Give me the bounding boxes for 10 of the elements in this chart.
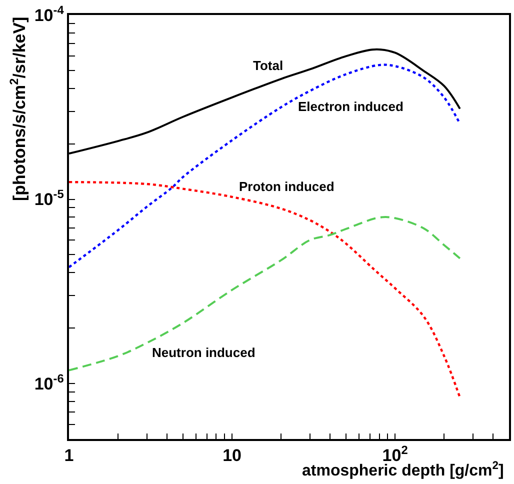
y-tick-label: 10$^{-6}$ <box>34 371 64 394</box>
x-tick-label: 10 <box>222 446 242 466</box>
x-tick-label: 1 <box>64 446 74 466</box>
annotation: Proton induced <box>239 179 334 194</box>
y-tick-label: 10$^{-4}$ <box>34 2 64 25</box>
annotation: Neutron induced <box>152 345 256 360</box>
x-axis-title: atmospheric depth [g/cm$^{2}$] <box>302 460 504 480</box>
y-tick-label: 10$^{-5}$ <box>34 187 64 210</box>
annotation: Electron induced <box>298 99 404 114</box>
annotation: Total <box>253 58 284 73</box>
